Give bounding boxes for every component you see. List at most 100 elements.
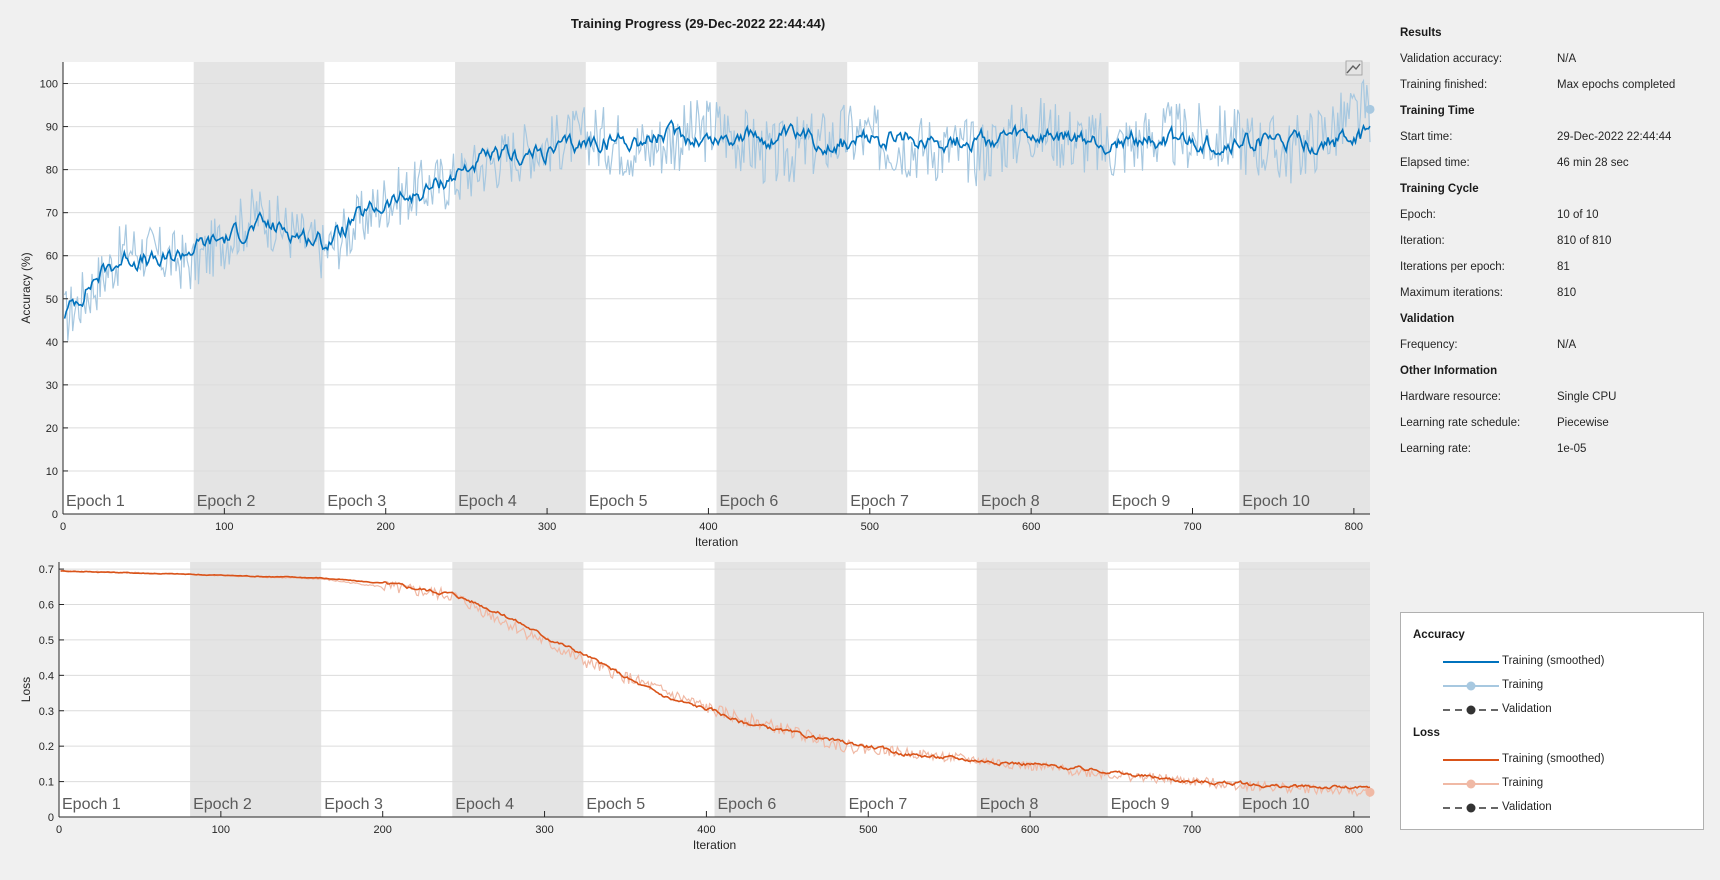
epoch-label: Epoch 7: [850, 493, 909, 510]
legend-accuracy-heading: Accuracy: [1413, 629, 1465, 641]
info-section-heading: Training Cycle: [1400, 183, 1479, 195]
info-value: 1e-05: [1557, 443, 1587, 455]
info-section: Validation Frequency: N/A: [1400, 306, 1710, 358]
x-tick-label: 700: [1183, 521, 1201, 533]
info-row: Iteration: 810 of 810: [1400, 228, 1710, 254]
info-value: 810 of 810: [1557, 235, 1612, 247]
info-value: N/A: [1557, 339, 1577, 351]
legend-label: Training (smoothed): [1502, 655, 1605, 667]
info-value: N/A: [1557, 53, 1577, 65]
loss-plot[interactable]: Epoch 1 Epoch 2 Epoch 3 Epoch 4 Epoch 5 Epoch…: [0, 0, 1396, 880]
y-tick-label: 80: [46, 165, 58, 177]
x-tick-label: 400: [697, 824, 715, 836]
export-plot-icon[interactable]: [1345, 60, 1363, 76]
epoch-label: Epoch 4: [458, 493, 517, 510]
legend-line-icon: [1443, 759, 1499, 761]
x-tick-label: 200: [374, 824, 392, 836]
y-tick-label: 0.6: [39, 600, 54, 612]
epoch-label: Epoch 9: [1111, 796, 1170, 813]
epoch-label: Epoch 1: [66, 493, 125, 510]
x-tick-label: 100: [215, 521, 233, 533]
y-tick-label: 50: [46, 294, 58, 306]
epoch-band: [193, 62, 325, 514]
epoch-label: Epoch 7: [849, 796, 908, 813]
training-smoothed-line: [63, 119, 1371, 319]
info-value: 810: [1557, 287, 1577, 299]
legend-line-icon: [1443, 661, 1499, 663]
x-tick-label: 600: [1021, 824, 1039, 836]
epoch-label: Epoch 10: [1242, 493, 1310, 510]
training-raw-line: [64, 78, 1371, 341]
info-row: Frequency: N/A: [1400, 332, 1710, 358]
training-info-panel: Results Validation accuracy: N/A Training f…: [1400, 20, 1710, 462]
info-key: Validation accuracy:: [1400, 53, 1503, 65]
info-value: Single CPU: [1557, 391, 1617, 403]
legend-loss-heading: Loss: [1413, 727, 1440, 739]
x-tick-label: 700: [1183, 824, 1201, 836]
legend-loss-validation: Validation: [1401, 797, 1703, 819]
info-key: Hardware resource:: [1400, 391, 1501, 403]
x-tick-label: 300: [535, 824, 553, 836]
y-tick-label: 0.4: [39, 670, 54, 682]
y-tick-label: 30: [46, 380, 58, 392]
info-key: Elapsed time:: [1400, 157, 1470, 169]
x-tick-label: 500: [859, 824, 877, 836]
y-axis-label: Loss: [19, 677, 33, 702]
epoch-label: Epoch 8: [980, 796, 1039, 813]
legend-dashed-marker-icon: [1443, 705, 1499, 715]
info-key: Training finished:: [1400, 79, 1488, 91]
info-row: Iterations per epoch: 81: [1400, 254, 1710, 280]
legend-dashed-marker-icon: [1443, 803, 1499, 813]
epoch-label: Epoch 5: [589, 493, 648, 510]
legend-loss-smoothed: Training (smoothed): [1401, 749, 1703, 771]
epoch-label: Epoch 2: [197, 493, 256, 510]
epoch-band: [976, 562, 1108, 817]
info-value: Max epochs completed: [1557, 79, 1676, 91]
info-section-heading: Validation: [1400, 313, 1455, 325]
info-key: Frequency:: [1400, 339, 1458, 351]
info-value: Piecewise: [1557, 417, 1609, 429]
epoch-label: Epoch 3: [324, 796, 383, 813]
x-tick-label: 100: [212, 824, 230, 836]
info-row: Validation accuracy: N/A: [1400, 46, 1710, 72]
accuracy-plot[interactable]: Epoch 1 Epoch 2 Epoch 3 Epoch 4 Epoch 5 Epoch…: [0, 0, 1396, 560]
x-axis-label: Iteration: [693, 838, 736, 852]
y-tick-label: 20: [46, 423, 58, 435]
info-row: Learning rate schedule: Piecewise: [1400, 410, 1710, 436]
info-key: Maximum iterations:: [1400, 287, 1503, 299]
y-tick-label: 0.1: [39, 777, 54, 789]
epoch-label: Epoch 8: [981, 493, 1040, 510]
y-tick-label: 60: [46, 251, 58, 263]
x-tick-label: 400: [699, 521, 717, 533]
info-row: Hardware resource: Single CPU: [1400, 384, 1710, 410]
y-tick-label: 0.2: [39, 741, 54, 753]
info-key: Learning rate:: [1400, 443, 1471, 455]
info-row: Maximum iterations: 810: [1400, 280, 1710, 306]
info-key: Iterations per epoch:: [1400, 261, 1505, 273]
legend-label: Training (smoothed): [1502, 753, 1605, 765]
y-tick-label: 0.5: [39, 635, 54, 647]
info-value: 46 min 28 sec: [1557, 157, 1629, 169]
x-tick-label: 0: [56, 824, 62, 836]
info-section-heading: Other Information: [1400, 365, 1498, 377]
epoch-band: [1238, 562, 1370, 817]
y-tick-label: 10: [46, 466, 58, 478]
legend-label: Validation: [1502, 801, 1552, 813]
info-section: Results Validation accuracy: N/A Training f…: [1400, 20, 1710, 98]
info-key: Start time:: [1400, 131, 1453, 143]
epoch-label: Epoch 5: [586, 796, 645, 813]
legend-line-marker-icon: [1443, 779, 1499, 789]
info-value: 29-Dec-2022 22:44:44: [1557, 131, 1672, 143]
x-tick-label: 800: [1345, 521, 1363, 533]
y-tick-label: 70: [46, 208, 58, 220]
info-section: Training Time Start time: 29-Dec-2022 22:4…: [1400, 98, 1710, 176]
epoch-label: Epoch 10: [1242, 796, 1310, 813]
legend-label: Training: [1502, 777, 1544, 789]
info-row: Learning rate: 1e-05: [1400, 436, 1710, 462]
info-key: Iteration:: [1400, 235, 1445, 247]
info-row: Training finished: Max epochs completed: [1400, 72, 1710, 98]
x-axis-label: Iteration: [695, 535, 738, 549]
legend-panel: Accuracy Training (smoothed) Training Va…: [1400, 612, 1704, 830]
legend-accuracy-smoothed: Training (smoothed): [1401, 651, 1703, 673]
epoch-label: Epoch 1: [62, 796, 121, 813]
